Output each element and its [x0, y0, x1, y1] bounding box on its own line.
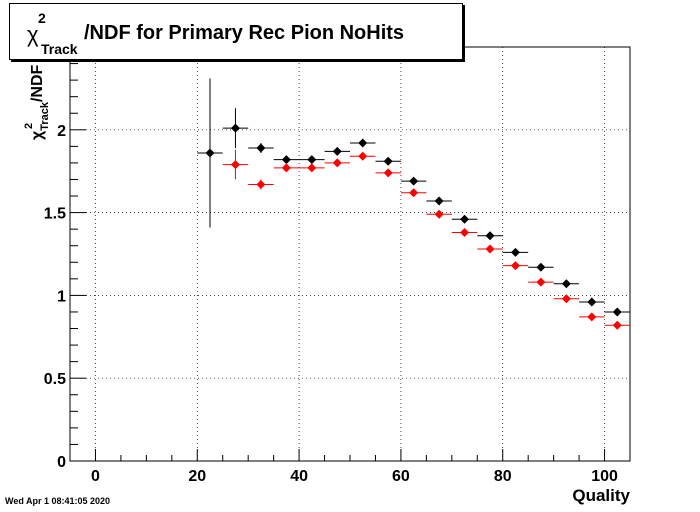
series-0 — [197, 78, 630, 317]
data-point — [256, 179, 266, 189]
data-point — [281, 163, 291, 173]
data-point — [536, 277, 546, 287]
y-axis-label: χTrack/NDF 2 — [23, 64, 51, 140]
data-point — [612, 320, 622, 330]
series-1 — [222, 149, 630, 330]
x-tick-label: 60 — [392, 468, 410, 485]
data-point — [561, 294, 571, 304]
data-point — [307, 163, 317, 173]
y-tick-label: 0.5 — [44, 371, 66, 388]
title-rest: /NDF for Primary Rec Pion NoHits — [84, 22, 404, 44]
data-point — [612, 307, 622, 317]
y-label-superscript: 2 — [23, 123, 35, 129]
data-point — [587, 312, 597, 322]
data-point — [409, 176, 419, 186]
axis-tick-labels: 0 20 40 60 80 100 0 0.5 1 1.5 2 — [44, 123, 618, 485]
data-point — [587, 297, 597, 307]
data-point — [536, 262, 546, 272]
data-point — [230, 160, 240, 170]
title-superscript: 2 — [38, 10, 46, 26]
title-subscript: Track — [41, 41, 78, 57]
x-axis-label: Quality — [572, 486, 630, 505]
data-point — [485, 244, 495, 254]
data-point — [383, 168, 393, 178]
svg-text:χTrack/NDF: χTrack/NDF — [29, 64, 51, 140]
y-label-symbol: χ — [29, 130, 46, 140]
timestamp-footer: Wed Apr 1 08:41:05 2020 — [5, 496, 111, 506]
title-symbol: χ — [27, 22, 39, 47]
chart-title-box: χ 2 Track /NDF for Primary Rec Pion NoHi… — [9, 3, 463, 60]
data-point — [510, 247, 520, 257]
data-point — [460, 214, 470, 224]
data-point — [205, 148, 215, 158]
y-tick-label: 2 — [57, 123, 66, 140]
x-tick-label: 80 — [494, 468, 512, 485]
data-point — [510, 261, 520, 271]
x-tick-label: 40 — [290, 468, 308, 485]
x-tick-label: 100 — [591, 468, 618, 485]
data-point — [256, 143, 266, 153]
data-point — [358, 151, 368, 161]
data-point — [434, 209, 444, 219]
plot-frame — [69, 46, 631, 462]
data-point — [434, 196, 444, 206]
y-label-rest: /NDF — [29, 64, 46, 102]
y-label-subscript: Track — [39, 101, 51, 131]
y-tick-label: 1.5 — [44, 206, 66, 223]
data-point — [409, 188, 419, 198]
data-point — [332, 158, 342, 168]
y-tick-label: 0 — [57, 454, 66, 471]
x-tick-label: 0 — [91, 468, 100, 485]
y-tick-label: 1 — [57, 288, 66, 305]
data-point — [332, 146, 342, 156]
axis-ticks — [69, 46, 631, 462]
data-point — [281, 155, 291, 165]
data-point — [485, 231, 495, 241]
data-points — [197, 78, 630, 330]
x-tick-label: 20 — [188, 468, 206, 485]
data-point — [460, 227, 470, 237]
data-point — [307, 155, 317, 165]
data-point — [230, 123, 240, 133]
data-point — [383, 156, 393, 166]
grid — [70, 47, 630, 462]
data-point — [561, 279, 571, 289]
data-point — [358, 138, 368, 148]
